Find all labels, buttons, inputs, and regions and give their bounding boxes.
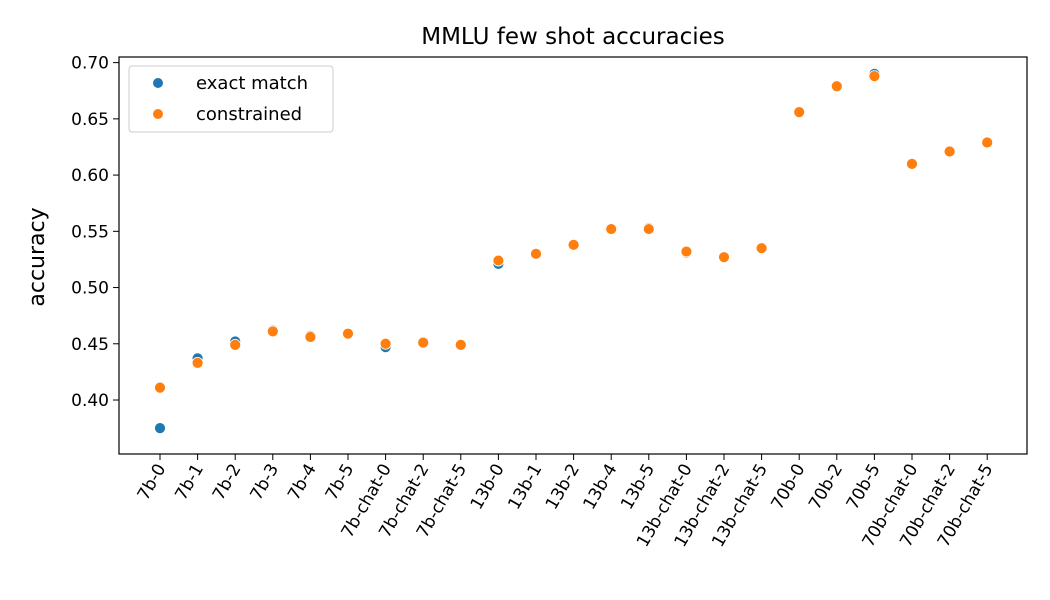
point-constrained bbox=[530, 247, 542, 260]
y-tick-label: 0.55 bbox=[71, 222, 109, 242]
point-constrained bbox=[642, 223, 655, 235]
legend: exact match constrained bbox=[128, 65, 334, 133]
point-constrained bbox=[304, 331, 317, 343]
chart-title: MMLU few shot accuracies bbox=[421, 24, 725, 50]
point-constrained bbox=[943, 145, 956, 158]
legend-marker-exact-match bbox=[153, 78, 163, 88]
point-constrained bbox=[191, 357, 204, 369]
point-constrained bbox=[830, 80, 843, 93]
point-constrained bbox=[154, 381, 166, 394]
point-constrained bbox=[793, 106, 806, 119]
y-tick-label: 0.70 bbox=[71, 54, 109, 74]
y-tick-label: 0.45 bbox=[71, 335, 109, 355]
y-tick-label: 0.40 bbox=[71, 391, 109, 411]
y-axis-label: accuracy bbox=[25, 207, 50, 306]
point-constrained bbox=[379, 337, 392, 350]
legend-label-constrained: constrained bbox=[196, 104, 302, 125]
y-tick-label: 0.65 bbox=[71, 110, 109, 130]
point-constrained bbox=[755, 242, 768, 255]
y-tick-label: 0.50 bbox=[71, 279, 109, 299]
point-exact-match bbox=[154, 422, 166, 435]
legend-marker-constrained bbox=[153, 109, 163, 119]
point-constrained bbox=[342, 327, 354, 340]
legend-box bbox=[128, 65, 334, 133]
plot-frame bbox=[118, 56, 1028, 455]
plot-points bbox=[154, 67, 994, 435]
point-constrained bbox=[680, 245, 693, 258]
point-constrained bbox=[454, 339, 467, 351]
point-constrained bbox=[266, 325, 279, 338]
y-axis: 0.40 0.45 0.50 0.55 0.60 0.65 0.70 bbox=[71, 54, 119, 411]
point-constrained bbox=[605, 223, 618, 235]
point-constrained bbox=[229, 339, 242, 351]
point-constrained bbox=[567, 238, 580, 251]
point-constrained bbox=[906, 157, 918, 170]
legend-label-exact-match: exact match bbox=[196, 73, 308, 94]
point-constrained bbox=[981, 136, 994, 149]
point-constrained bbox=[868, 70, 881, 83]
point-constrained bbox=[718, 251, 730, 264]
point-constrained bbox=[417, 336, 430, 349]
point-constrained bbox=[492, 254, 505, 267]
y-tick-label: 0.60 bbox=[71, 166, 109, 186]
